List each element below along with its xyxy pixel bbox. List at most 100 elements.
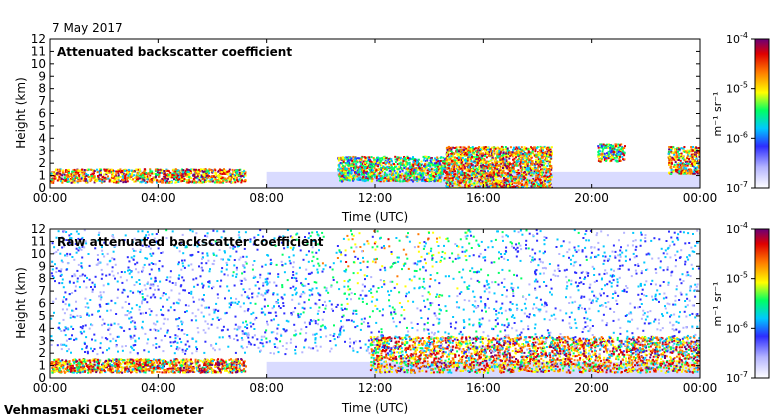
heat-cell bbox=[119, 168, 122, 171]
heat-cell bbox=[550, 155, 553, 157]
heat-cell bbox=[151, 172, 154, 175]
heat-cell bbox=[342, 178, 345, 181]
heat-cell bbox=[372, 169, 375, 172]
heat-cell bbox=[79, 366, 82, 369]
heat-cell bbox=[674, 150, 677, 153]
heat-cell bbox=[151, 170, 154, 173]
heat-cell bbox=[536, 186, 539, 188]
heat-cell bbox=[425, 166, 428, 169]
heat-cell bbox=[404, 165, 407, 168]
heat-cell bbox=[204, 180, 207, 183]
heat-cell bbox=[692, 159, 695, 162]
heat-cell bbox=[486, 146, 489, 149]
heat-cell bbox=[51, 180, 54, 183]
heat-cell bbox=[513, 152, 516, 154]
heat-cell bbox=[480, 169, 483, 172]
heat-cell bbox=[117, 170, 119, 173]
heat-cell bbox=[421, 169, 424, 172]
heat-cell bbox=[188, 174, 191, 177]
heat-cell bbox=[105, 168, 108, 171]
heat-cell bbox=[475, 182, 478, 185]
heat-cell bbox=[419, 174, 422, 177]
heat-cell bbox=[73, 170, 76, 172]
heat-cell bbox=[387, 179, 390, 182]
heat-cell bbox=[493, 168, 496, 171]
heat-cell bbox=[515, 176, 518, 179]
heat-cell bbox=[460, 171, 463, 173]
heat-cell bbox=[68, 180, 71, 183]
heat-cell bbox=[350, 168, 353, 171]
heat-cell bbox=[615, 143, 618, 146]
heat-cell bbox=[462, 163, 465, 166]
heat-cell bbox=[687, 162, 690, 165]
heat-cell bbox=[211, 175, 214, 178]
heat-cell bbox=[483, 166, 486, 169]
heat-cell bbox=[539, 180, 541, 183]
heat-cell bbox=[542, 164, 545, 167]
heat-cell bbox=[97, 175, 99, 177]
heat-cell bbox=[539, 153, 542, 156]
heat-cell bbox=[118, 170, 121, 173]
heat-cell bbox=[222, 181, 225, 184]
heat-cell bbox=[452, 154, 455, 157]
heat-cell bbox=[517, 183, 520, 186]
heat-cell bbox=[152, 365, 155, 368]
heat-cell bbox=[454, 183, 457, 186]
heat-cell bbox=[532, 172, 535, 175]
heat-cell bbox=[670, 162, 673, 165]
heat-cell bbox=[360, 178, 363, 181]
heat-cell bbox=[546, 157, 548, 160]
heat-cell bbox=[448, 183, 451, 185]
heat-cell bbox=[682, 169, 684, 172]
heat-cell bbox=[497, 164, 500, 167]
heat-cell bbox=[341, 180, 343, 183]
heat-cell bbox=[164, 179, 166, 182]
heat-cell bbox=[368, 177, 371, 180]
heat-cell bbox=[433, 169, 436, 172]
heat-cell bbox=[611, 145, 614, 148]
heat-cell bbox=[160, 171, 163, 174]
heat-cell bbox=[347, 171, 350, 174]
heat-cell bbox=[192, 178, 195, 180]
heat-cell bbox=[455, 148, 458, 151]
panel-bottom: Raw attenuated backscatter coefficient 0… bbox=[14, 221, 770, 415]
heat-cell bbox=[217, 361, 220, 364]
heat-cell bbox=[457, 184, 460, 187]
heat-cell bbox=[375, 175, 378, 178]
heat-cell bbox=[528, 181, 531, 184]
heat-cell bbox=[512, 158, 514, 161]
heat-cell bbox=[499, 180, 502, 183]
heat-cell bbox=[446, 148, 449, 151]
heat-cell bbox=[203, 179, 206, 182]
heat-cell bbox=[398, 162, 401, 165]
heat-cell bbox=[688, 168, 691, 171]
heat-cell bbox=[228, 175, 231, 178]
heat-cell bbox=[365, 175, 368, 178]
heat-cell bbox=[524, 160, 527, 163]
heat-cell bbox=[486, 186, 489, 188]
heat-cell bbox=[545, 170, 548, 172]
heat-cell bbox=[112, 177, 115, 180]
heat-cell bbox=[469, 179, 472, 182]
heat-cell bbox=[688, 158, 691, 160]
heat-cell bbox=[679, 159, 682, 162]
heat-cell bbox=[517, 178, 520, 181]
heat-cell bbox=[408, 163, 411, 166]
heat-cell bbox=[433, 162, 436, 165]
heat-cell bbox=[462, 173, 465, 176]
heat-cell bbox=[149, 179, 152, 182]
heat-cell bbox=[107, 175, 109, 178]
heat-cell bbox=[402, 158, 405, 161]
heat-cell bbox=[462, 172, 464, 175]
heat-cell bbox=[549, 169, 552, 172]
heat-cell bbox=[345, 162, 348, 165]
heat-cell bbox=[546, 171, 549, 174]
feature-cloud bbox=[597, 143, 626, 163]
heat-cell bbox=[538, 149, 541, 152]
heat-cell bbox=[61, 179, 64, 182]
heat-cell bbox=[541, 171, 544, 174]
heat-cell bbox=[544, 150, 547, 153]
heat-cell bbox=[152, 370, 155, 373]
heat-cell bbox=[418, 171, 421, 174]
heat-cell bbox=[531, 173, 534, 176]
